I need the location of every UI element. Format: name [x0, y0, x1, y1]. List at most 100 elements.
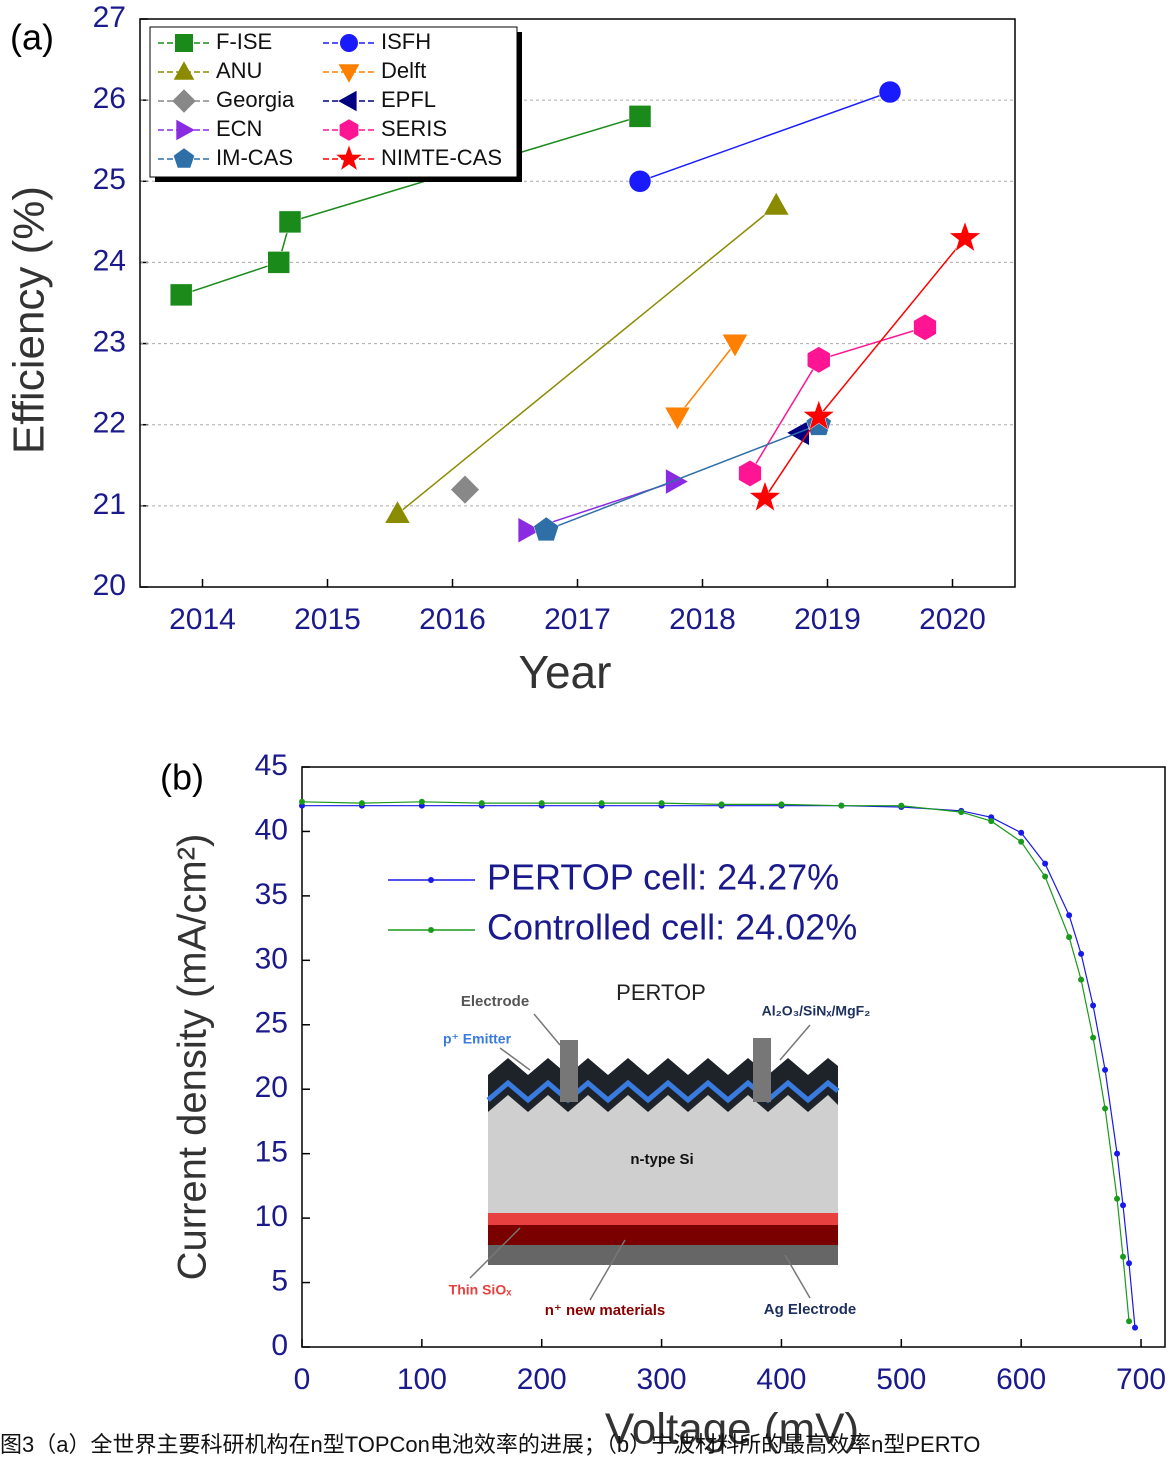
callout [499, 1047, 531, 1071]
legend-label: ECN [216, 116, 262, 141]
plot-frame [139, 18, 1016, 588]
legend-marker [428, 927, 434, 933]
data-point [1078, 950, 1085, 957]
legend-label: NIMTE-CAS [381, 145, 502, 170]
data-point [1102, 1066, 1109, 1073]
data-point [1078, 976, 1085, 983]
legend-marker [338, 64, 360, 83]
legend-marker [428, 877, 434, 883]
callout [779, 1024, 811, 1061]
data-point [598, 800, 605, 807]
data-point [778, 801, 785, 808]
data-point [517, 517, 542, 544]
data-point [802, 399, 836, 431]
si-layer [488, 1095, 838, 1213]
x-tick-label: 2019 [794, 603, 861, 636]
data-point [169, 283, 193, 307]
electrode [753, 1038, 771, 1102]
callout [589, 1239, 626, 1301]
x-tick-label: 2020 [919, 603, 986, 636]
inset-label: Electrode [461, 993, 529, 1010]
data-point [1018, 838, 1025, 845]
legend-marker [339, 119, 359, 141]
y-tick-label: 15 [255, 1136, 288, 1169]
callout [784, 1254, 811, 1299]
data-point [1042, 860, 1049, 867]
legend-box [149, 26, 518, 178]
data-point [358, 800, 365, 807]
data-point [898, 802, 905, 809]
data-point [418, 798, 425, 805]
legend-label: PERTOP cell: 24.27% [487, 857, 839, 898]
x-axis-title: Year [519, 646, 612, 698]
data-point [267, 251, 290, 274]
data-point [278, 210, 302, 234]
series-line [301, 801, 1130, 1322]
data-point [721, 333, 749, 358]
data-point [665, 468, 689, 495]
y-tick-label: 25 [93, 163, 126, 196]
data-point [628, 105, 652, 128]
y-tick-label: 5 [271, 1264, 288, 1297]
data-point [988, 818, 995, 825]
data-point [1066, 934, 1073, 941]
legend-label: EPFL [381, 87, 436, 112]
x-tick-label: 200 [517, 1363, 567, 1396]
legend-label: Delft [381, 58, 426, 83]
y-tick-label: 40 [255, 813, 288, 846]
panel-label: (b) [160, 757, 204, 798]
callout [533, 1013, 561, 1046]
x-tick-label: 400 [756, 1363, 806, 1396]
data-point [807, 346, 831, 374]
legend-label: Georgia [216, 87, 295, 112]
inset-title: PERTOP [616, 980, 706, 1005]
y-axis-title: Current density (mA/cm²) [171, 834, 215, 1281]
plot-frame [301, 766, 1166, 1348]
legend-label: Controlled cell: 24.02% [487, 907, 857, 948]
siox-layer [488, 1213, 838, 1225]
series-line [546, 424, 820, 531]
ag-layer [488, 1245, 838, 1265]
data-point [1090, 1002, 1097, 1009]
data-point [1120, 1253, 1127, 1260]
inset-label: n⁺ new materials [545, 1302, 665, 1319]
y-tick-label: 27 [93, 1, 126, 34]
y-tick-label: 45 [255, 749, 288, 782]
legend-label: F-ISE [216, 29, 272, 54]
caption: 图3（a）全世界主要科研机构在n型TOPCon电池效率的进展；（b）宁波材料所的… [0, 1432, 980, 1457]
data-point [450, 474, 480, 505]
legend-marker [172, 89, 196, 113]
y-tick-label: 26 [93, 82, 126, 115]
data-point [958, 809, 965, 816]
x-tick-label: 100 [397, 1363, 447, 1396]
y-tick-label: 20 [255, 1071, 288, 1104]
y-tick-label: 21 [93, 488, 126, 521]
inset-label: Al₂O₃/SiNₓ/MgF₂ [762, 1003, 871, 1019]
y-tick-label: 25 [255, 1007, 288, 1040]
series-line [749, 326, 926, 474]
inset-diagram: PERTOP Electrode p⁺ Emitter Al₂O₃/SiNₓ/M… [443, 980, 870, 1319]
data-point [299, 798, 305, 805]
data-point [878, 80, 902, 104]
data-point [748, 480, 782, 512]
data-point [838, 802, 845, 809]
legend-marker [173, 148, 195, 168]
series-line [397, 205, 777, 515]
x-tick-label: 700 [1116, 1363, 1166, 1396]
data-point [1066, 912, 1073, 919]
data-point [384, 500, 411, 524]
panel-label: (a) [10, 17, 54, 58]
x-tick-label: 300 [637, 1363, 687, 1396]
series-line [764, 237, 966, 499]
data-point [664, 406, 691, 431]
electrode [560, 1040, 578, 1102]
y-tick-label: 22 [93, 407, 126, 440]
x-tick-label: 2015 [294, 603, 361, 636]
data-point [533, 516, 560, 542]
data-point [1120, 1202, 1127, 1209]
data-point [628, 170, 652, 193]
x-tick-label: 2017 [544, 603, 611, 636]
y-tick-label: 0 [271, 1329, 288, 1362]
y-tick-label: 35 [255, 878, 288, 911]
